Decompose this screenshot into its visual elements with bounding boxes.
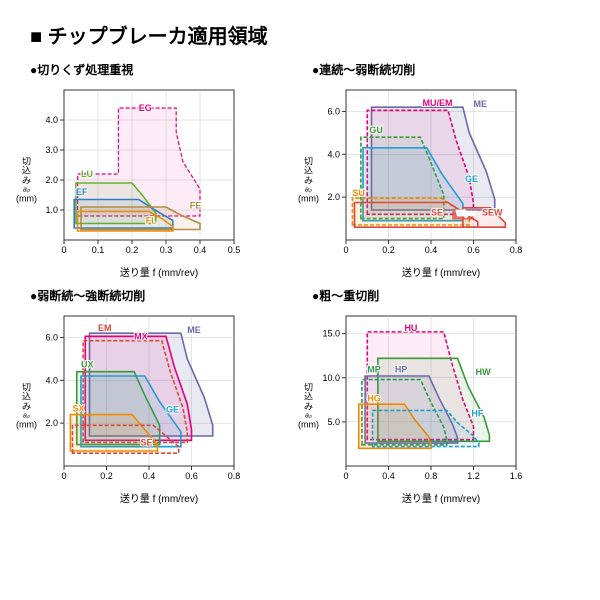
region-label-SE: SE [431, 207, 443, 217]
x-axis-label: 送り量 f (mm/rev) [30, 490, 288, 505]
region-label-SU: SU [352, 188, 365, 198]
svg-text:0: 0 [343, 245, 348, 255]
region-label-MP: MP [367, 364, 381, 374]
svg-text:4.0: 4.0 [45, 115, 58, 125]
region-label-HU: HU [404, 323, 417, 333]
region-label-MU/EM: MU/EM [423, 98, 453, 108]
svg-text:4.0: 4.0 [327, 149, 340, 159]
x-axis-label: 送り量 f (mm/rev) [312, 490, 570, 505]
svg-text:0.1: 0.1 [92, 245, 105, 255]
panel-0: ●切りくず処理重視切込みaₚ(mm)00.10.20.30.40.51.02.0… [30, 61, 288, 279]
region-label-GU: GU [369, 125, 383, 135]
panel-grid: ●切りくず処理重視切込みaₚ(mm) 0 0.1 0.2 0.3 0.4 0.5 1.0 2.0… [30, 61, 570, 505]
region-label-SE: SE [141, 438, 153, 448]
svg-text:15.0: 15.0 [322, 329, 340, 339]
panel-title: ●粗～重切削 [312, 287, 570, 304]
region-label-GE: GE [166, 404, 179, 414]
page-title: ■ チップブレーカ適用領域 [30, 20, 570, 49]
svg-text:0: 0 [61, 245, 66, 255]
x-axis-label: 送り量 f (mm/rev) [312, 264, 570, 279]
svg-text:0: 0 [343, 471, 348, 481]
region-label-Wiper: Wiper [457, 210, 477, 217]
region-label-LU: LU [81, 169, 93, 179]
region-label-HG: HG [367, 394, 381, 404]
svg-text:0.4: 0.4 [425, 245, 438, 255]
x-axis-label: 送り量 f (mm/rev) [30, 264, 288, 279]
panel-1: ●連続～弱断続切削切込みaₚ(mm)00.20.40.60.82.04.06.0… [312, 61, 570, 279]
region-label-MX: MX [134, 332, 148, 342]
region-label-GE: GE [465, 174, 478, 184]
region-label-FL: FL [146, 216, 157, 226]
chart: 0 0.1 0.2 0.3 0.4 0.5 1.0 2.0 3.0 4.0 EG LU EF FE FL [30, 82, 240, 262]
panel-2: ●弱断続～強断続切削切込みaₚ(mm)00.20.40.60.82.04.06.… [30, 287, 288, 505]
svg-text:0.2: 0.2 [100, 471, 113, 481]
svg-text:2.0: 2.0 [45, 175, 58, 185]
region-label-EM: EM [98, 323, 112, 333]
svg-text:0.6: 0.6 [185, 471, 198, 481]
svg-text:0.4: 0.4 [382, 471, 395, 481]
region-label-HF: HF [471, 409, 483, 419]
svg-text:0.2: 0.2 [382, 245, 395, 255]
svg-text:0.4: 0.4 [194, 245, 207, 255]
region-label-UX: UX [81, 359, 94, 369]
region-label-ME: ME [474, 99, 488, 109]
svg-text:0.8: 0.8 [425, 471, 438, 481]
svg-text:3.0: 3.0 [45, 145, 58, 155]
svg-text:1.6: 1.6 [510, 471, 522, 481]
y-axis-label: 切込みaₚ(mm) [16, 157, 37, 204]
svg-text:2.0: 2.0 [327, 192, 340, 202]
svg-text:10.0: 10.0 [322, 373, 340, 383]
y-axis-label: 切込みaₚ(mm) [16, 383, 37, 430]
region-label-HW: HW [476, 367, 491, 377]
region-label-FE: FE [190, 201, 202, 211]
svg-text:0.8: 0.8 [228, 471, 240, 481]
svg-text:0.6: 0.6 [467, 245, 480, 255]
panel-3: ●粗～重切削切込みaₚ(mm)00.40.81.21.65.010.015.0H… [312, 287, 570, 505]
chart: 0 0.2 0.4 0.6 0.8 2.0 4.0 6.0 ME MX EM UX GE SX SE [30, 308, 240, 488]
panel-title: ●連続～弱断続切削 [312, 61, 570, 78]
svg-text:6.0: 6.0 [327, 106, 340, 116]
svg-text:0.8: 0.8 [510, 245, 522, 255]
region-label-HP: HP [395, 364, 408, 374]
svg-text:0.3: 0.3 [160, 245, 173, 255]
region-label-SEW: SEW [482, 207, 503, 217]
region-label-EG: EG [139, 103, 152, 113]
region-label-ME: ME [187, 325, 201, 335]
svg-text:0: 0 [61, 471, 66, 481]
chart: 0 0.2 0.4 0.6 0.8 2.0 4.0 6.0 ME MU/EM GU GE SU SE SEW… [312, 82, 522, 262]
panel-title: ●切りくず処理重視 [30, 61, 288, 78]
svg-text:0.4: 0.4 [143, 471, 156, 481]
svg-text:6.0: 6.0 [45, 332, 58, 342]
svg-text:1.2: 1.2 [467, 471, 480, 481]
region-label-SX: SX [73, 403, 85, 413]
y-axis-label: 切込みaₚ(mm) [298, 157, 319, 204]
chart: 0 0.4 0.8 1.2 1.6 5.0 10.0 15.0 HU HW HP MP HG HF [312, 308, 522, 488]
svg-text:2.0: 2.0 [45, 418, 58, 428]
region-label-EF: EF [76, 187, 88, 197]
panel-title: ●弱断続～強断続切削 [30, 287, 288, 304]
y-axis-label: 切込みaₚ(mm) [298, 383, 319, 430]
svg-text:1.0: 1.0 [45, 205, 58, 215]
svg-text:5.0: 5.0 [327, 417, 340, 427]
svg-text:4.0: 4.0 [45, 375, 58, 385]
svg-text:0.2: 0.2 [126, 245, 139, 255]
svg-text:0.5: 0.5 [228, 245, 240, 255]
